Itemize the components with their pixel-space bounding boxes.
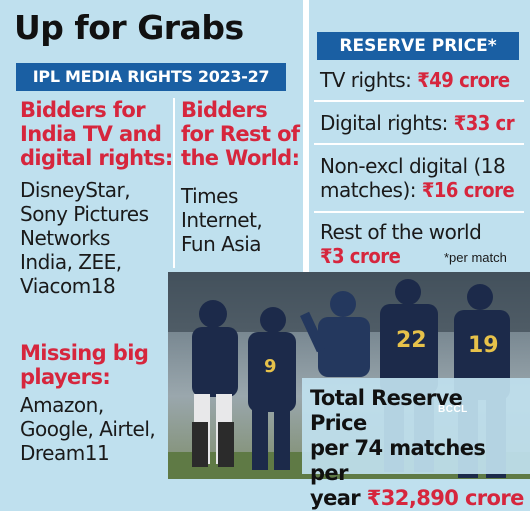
total-line1: Total Reserve Price — [310, 386, 463, 435]
row-divider — [314, 211, 524, 213]
digital-rights-label: Digital rights: — [320, 111, 454, 135]
digital-rights-amount: ₹33 cr — [453, 111, 515, 135]
row-divider — [314, 143, 524, 145]
nonexcl-label-line1: Non-excl digital (18 — [320, 154, 506, 178]
bccl-watermark: BCCL — [438, 404, 468, 415]
india-bidders-heading: Bidders for India TV and digital rights: — [20, 98, 173, 170]
tv-rights-amount: ₹49 crore — [417, 68, 510, 92]
total-reserve-box — [302, 378, 530, 474]
page-title: Up for Grabs — [14, 8, 244, 47]
nonexcl-digital-row: Non-excl digital (18 matches): ₹16 crore — [320, 154, 515, 202]
tv-rights-label: TV rights: — [320, 68, 418, 92]
nonexcl-amount: ₹16 crore — [421, 178, 515, 202]
missing-players-heading: Missing big players: — [20, 341, 149, 389]
rest-of-world-amount: ₹3 crore — [320, 244, 401, 268]
rest-of-world-row: Rest of the world ₹3 crore — [320, 220, 482, 268]
row-bidders-list: Times Internet, Fun Asia — [181, 184, 263, 256]
section-divider — [303, 0, 309, 272]
total-reserve-text: Total Reserve Price per 74 matches per y… — [310, 386, 525, 511]
column-divider — [173, 98, 175, 268]
nonexcl-label-line2: matches): — [320, 178, 422, 202]
row-divider — [314, 100, 524, 102]
missing-players-list: Amazon, Google, Airtel, Dream11 — [20, 393, 156, 465]
total-amount: ₹32,890 crore — [366, 486, 525, 510]
jersey-number: 22 — [396, 328, 427, 353]
subtitle-banner: IPL MEDIA RIGHTS 2023-27 — [16, 63, 286, 91]
total-line3: year — [310, 486, 367, 510]
digital-rights-row: Digital rights: ₹33 cr — [320, 111, 515, 135]
jersey-number: 9 — [264, 356, 277, 377]
tv-rights-row: TV rights: ₹49 crore — [320, 68, 510, 92]
rest-of-world-label: Rest of the world — [320, 220, 482, 244]
row-bidders-heading: Bidders for Rest of the World: — [181, 98, 300, 170]
india-bidders-list: DisneyStar, Sony Pictures Networks India… — [20, 178, 149, 298]
reserve-price-banner: RESERVE PRICE* — [317, 32, 519, 60]
per-match-footnote: *per match — [444, 250, 507, 265]
jersey-number: 19 — [468, 333, 499, 358]
